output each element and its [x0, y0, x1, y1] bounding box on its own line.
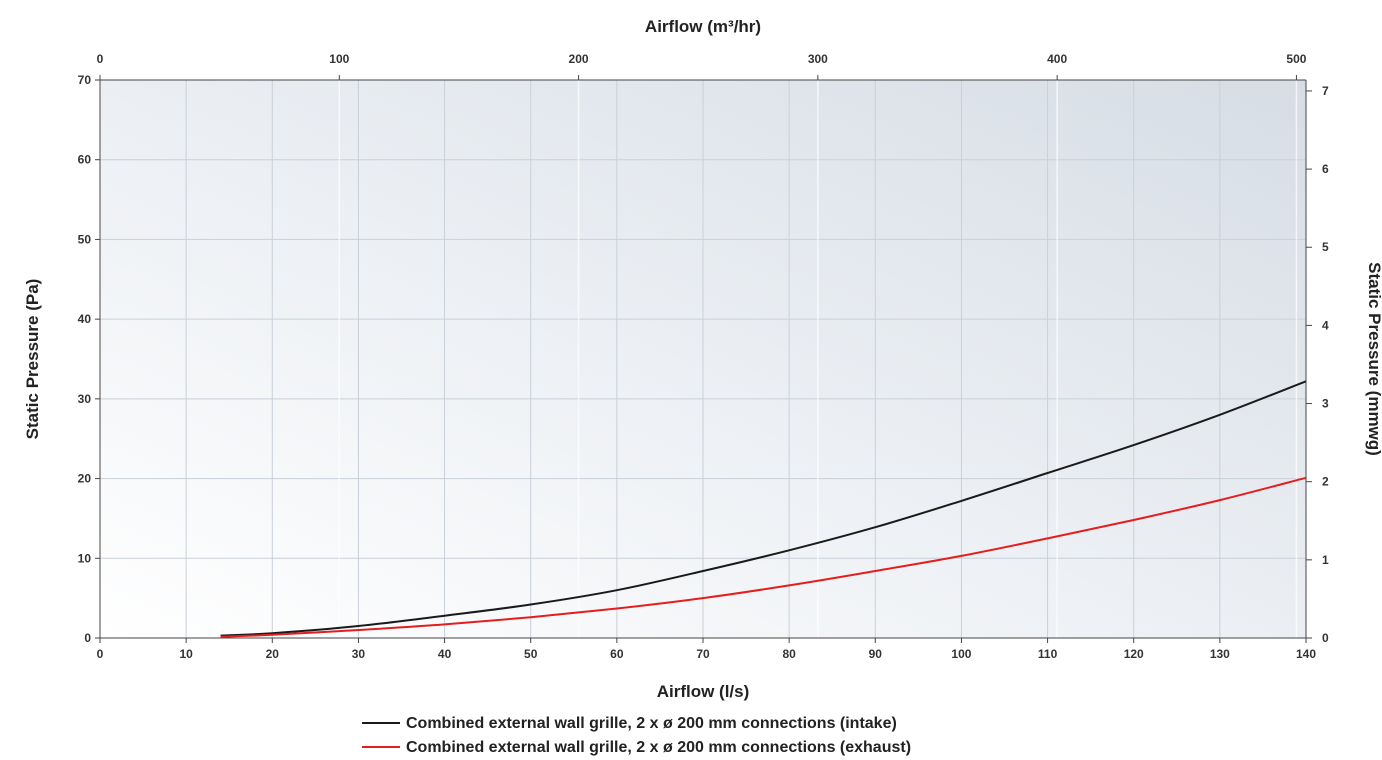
- x-axis-title: Airflow (l/s): [657, 682, 750, 701]
- series-line-exhaust: [220, 476, 1307, 638]
- x-tick-label: 10: [179, 647, 193, 661]
- x2-tick-label: 200: [569, 52, 589, 66]
- y-tick-label: 0: [84, 631, 91, 645]
- y2-tick-label: 6: [1322, 162, 1329, 176]
- x-tick-label: 0: [97, 647, 104, 661]
- y-tick-label: 10: [78, 551, 92, 565]
- x-tick-label: 90: [869, 647, 883, 661]
- y2-tick-label: 4: [1322, 318, 1329, 332]
- y-tick-label: 70: [78, 73, 92, 87]
- x-tick-label: 20: [266, 647, 280, 661]
- x2-tick-label: 0: [97, 52, 104, 66]
- x-tick-label: 140: [1296, 647, 1316, 661]
- x-tick-label: 130: [1210, 647, 1230, 661]
- series-line-intake: [220, 380, 1307, 637]
- tick-labels: 0 10 20 30 40 50 60 70 80 90 100 110 120 130 140010203…: [78, 52, 1329, 661]
- y-tick-label: 30: [78, 392, 92, 406]
- legend-label-exhaust: Combined external wall grille, 2 x ø 200…: [406, 739, 911, 756]
- x2-tick-label: 100: [329, 52, 349, 66]
- y2-tick-label: 0: [1322, 631, 1329, 645]
- x2-tick-label: 500: [1286, 52, 1306, 66]
- x2-tick-label: 400: [1047, 52, 1067, 66]
- y2-tick-label: 1: [1322, 553, 1329, 567]
- x2-axis-title: Airflow (m³/hr): [645, 17, 761, 36]
- y-tick-label: 50: [78, 232, 92, 246]
- y-tick-label: 40: [78, 312, 92, 326]
- y2-tick-label: 3: [1322, 397, 1329, 411]
- legend-label-intake: Combined external wall grille, 2 x ø 200…: [406, 715, 897, 732]
- x-tick-label: 80: [782, 647, 796, 661]
- y2-tick-label: 2: [1322, 475, 1329, 489]
- x-tick-label: 50: [524, 647, 538, 661]
- y2-axis-title: Static Pressure (mmwg): [1365, 262, 1382, 456]
- y-tick-label: 60: [78, 153, 92, 167]
- x-tick-label: 40: [438, 647, 452, 661]
- x-tick-label: 120: [1124, 647, 1144, 661]
- y-tick-label: 20: [78, 472, 92, 486]
- x-tick-label: 30: [352, 647, 366, 661]
- axes: [95, 75, 1312, 643]
- y2-tick-label: 5: [1322, 240, 1329, 254]
- y2-tick-label: 7: [1322, 84, 1329, 98]
- series-lines: [220, 380, 1307, 638]
- x-tick-label: 70: [696, 647, 710, 661]
- x2-tick-label: 300: [808, 52, 828, 66]
- y-axis-title: Static Pressure (Pa): [23, 279, 42, 440]
- legend: Combined external wall grille, 2 x ø 200…: [362, 715, 911, 756]
- x-tick-label: 60: [610, 647, 624, 661]
- x-tick-label: 110: [1038, 647, 1058, 661]
- x-tick-label: 100: [951, 647, 971, 661]
